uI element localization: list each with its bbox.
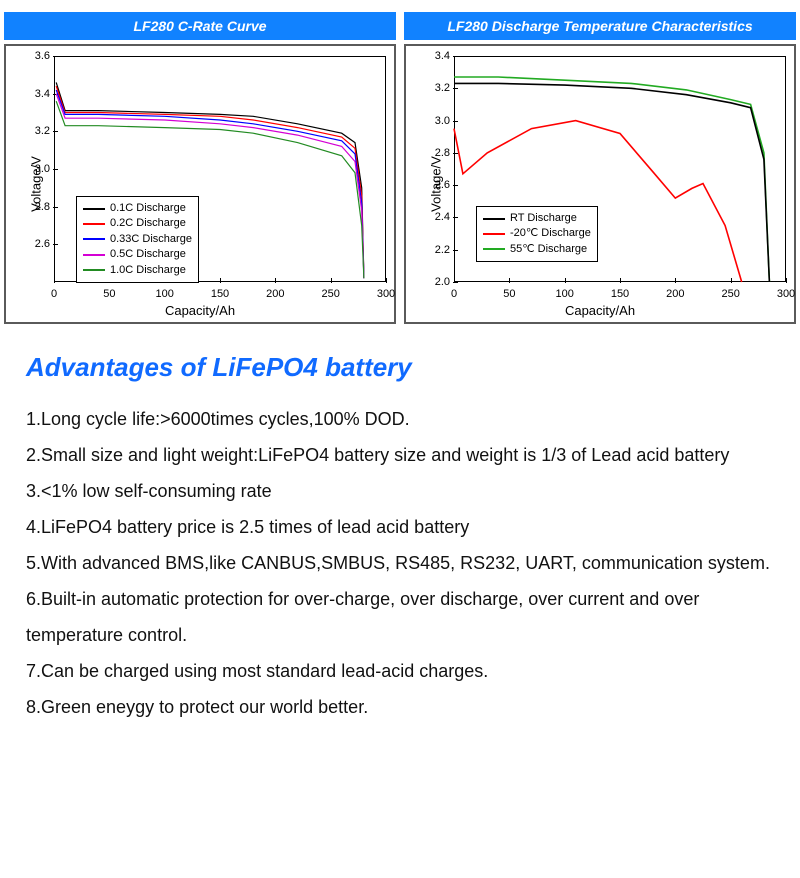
legend-swatch xyxy=(83,269,105,271)
legend-label: 1.0C Discharge xyxy=(110,263,186,278)
advantage-item: 1.Long cycle life:>6000times cycles,100%… xyxy=(26,401,774,437)
legend-item: 55℃ Discharge xyxy=(483,242,591,257)
legend-label: 0.1C Discharge xyxy=(110,201,186,216)
advantages-list: 1.Long cycle life:>6000times cycles,100%… xyxy=(26,401,774,725)
advantage-item: 7.Can be charged using most standard lea… xyxy=(26,653,774,689)
advantage-item: 3.<1% low self-consuming rate xyxy=(26,473,774,509)
legend-label: -20℃ Discharge xyxy=(510,226,591,241)
chart1-banner: LF280 C-Rate Curve xyxy=(4,12,396,40)
legend-swatch xyxy=(483,248,505,250)
legend-swatch xyxy=(483,218,505,220)
chart2-column: LF280 Discharge Temperature Characterist… xyxy=(404,12,796,324)
advantage-item: 5.With advanced BMS,like CANBUS,SMBUS, R… xyxy=(26,545,774,581)
advantage-item: 8.Green eneygy to protect our world bett… xyxy=(26,689,774,725)
legend-item: 0.33C Discharge xyxy=(83,232,192,247)
legend-swatch xyxy=(83,223,105,225)
chart-legend: RT Discharge-20℃ Discharge55℃ Discharge xyxy=(476,206,598,262)
legend-swatch xyxy=(83,254,105,256)
legend-item: RT Discharge xyxy=(483,211,591,226)
section-heading: Advantages of LiFePO4 battery xyxy=(26,352,774,383)
legend-swatch xyxy=(483,233,505,235)
legend-item: 1.0C Discharge xyxy=(83,263,192,278)
legend-label: 0.33C Discharge xyxy=(110,232,192,247)
legend-label: 55℃ Discharge xyxy=(510,242,587,257)
legend-label: 0.2C Discharge xyxy=(110,216,186,231)
chart2-banner: LF280 Discharge Temperature Characterist… xyxy=(404,12,796,40)
advantage-item: 2.Small size and light weight:LiFePO4 ba… xyxy=(26,437,774,473)
legend-item: 0.1C Discharge xyxy=(83,201,192,216)
legend-item: 0.2C Discharge xyxy=(83,216,192,231)
legend-item: 0.5C Discharge xyxy=(83,247,192,262)
legend-swatch xyxy=(83,208,105,210)
chart1-column: LF280 C-Rate Curve Voltage/VCapacity/Ah2… xyxy=(4,12,396,324)
legend-item: -20℃ Discharge xyxy=(483,226,591,241)
advantage-item: 4.LiFePO4 battery price is 2.5 times of … xyxy=(26,509,774,545)
legend-swatch xyxy=(83,238,105,240)
chart1-box: Voltage/VCapacity/Ah2.62.83.03.23.43.605… xyxy=(4,44,396,324)
chart2-box: Voltage/VCapacity/Ah2.02.22.42.62.83.03.… xyxy=(404,44,796,324)
legend-label: RT Discharge xyxy=(510,211,577,226)
chart-legend: 0.1C Discharge0.2C Discharge0.33C Discha… xyxy=(76,196,199,283)
legend-label: 0.5C Discharge xyxy=(110,247,186,262)
charts-row: LF280 C-Rate Curve Voltage/VCapacity/Ah2… xyxy=(0,0,800,332)
advantage-item: 6.Built-in automatic protection for over… xyxy=(26,581,774,653)
advantages-section: Advantages of LiFePO4 battery 1.Long cyc… xyxy=(0,332,800,749)
